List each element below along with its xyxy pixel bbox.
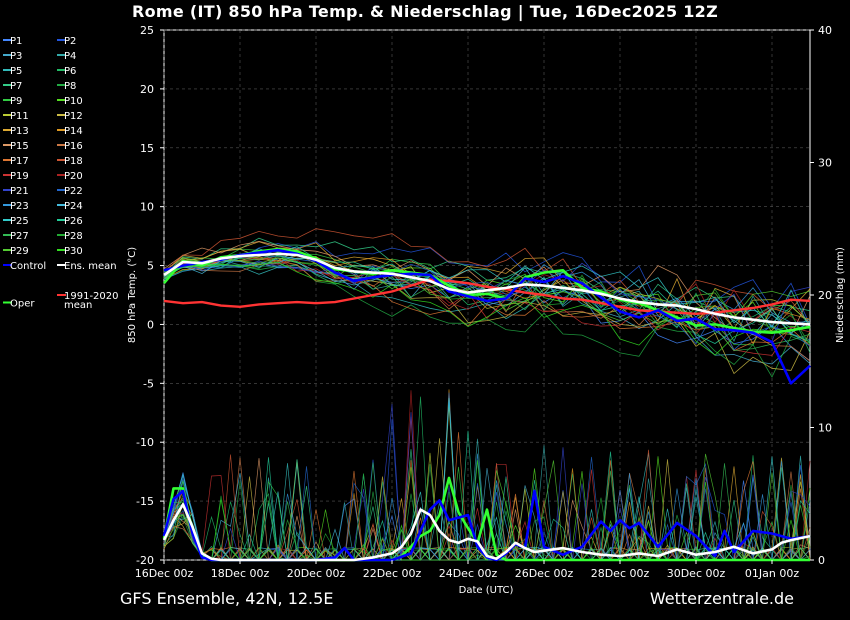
x-axis-label: Date (UTC) <box>459 585 514 596</box>
legend-label-22: P23 <box>10 201 29 212</box>
legend-label-23: P24 <box>64 201 83 212</box>
legend-label-2: P3 <box>10 51 22 62</box>
y2-tick-label-4: 0 <box>818 554 825 567</box>
legend-label-27: P28 <box>64 231 83 242</box>
legend-label-12: P13 <box>10 126 29 137</box>
legend-label-9: P10 <box>64 96 83 107</box>
legend-label-3: P4 <box>64 51 76 62</box>
footer-model-info: GFS Ensemble, 42N, 12.5E <box>120 589 334 608</box>
legend-label-32-b: mean <box>64 300 92 311</box>
legend-label-13: P14 <box>64 126 83 137</box>
legend-label-11: P12 <box>64 111 83 122</box>
legend-label-24: P25 <box>10 216 29 227</box>
legend-label-26: P27 <box>10 231 29 242</box>
series-line-ens-mean <box>163 252 811 326</box>
legend-label-32: 1991-2020 <box>64 291 119 302</box>
legend-label-19: P20 <box>64 171 83 182</box>
x-tick-label-8: 01Jan 00z <box>745 567 799 580</box>
x-tick-label-0: 16Dec 00z <box>135 567 194 580</box>
legend-label-10: P11 <box>10 111 29 122</box>
y-axis-label: 850 hPa Temp. (°C) <box>127 247 138 343</box>
x-tick-label-4: 24Dec 00z <box>439 567 498 580</box>
x-tick-label-2: 20Dec 00z <box>287 567 346 580</box>
legend-label-17: P18 <box>64 156 83 167</box>
member-temp-line-P30 <box>163 261 811 356</box>
legend-label-16: P17 <box>10 156 29 167</box>
member-temp-line-P22 <box>163 255 811 351</box>
x-tick-label-3: 22Dec 00z <box>363 567 422 580</box>
member-temp-line-P2 <box>163 241 811 326</box>
y-tick-label-3: 10 <box>140 201 154 214</box>
member-temp-line-P19 <box>163 256 811 356</box>
member-temp-line-P8 <box>163 264 811 378</box>
x-tick-label-1: 18Dec 00z <box>211 567 270 580</box>
x-tick-label-7: 30Dec 00z <box>667 567 726 580</box>
series-line-control <box>163 248 811 385</box>
y-tick-label-0: 25 <box>140 24 154 37</box>
legend-label-30: Control <box>10 261 46 272</box>
member-temp-line-P18 <box>163 228 811 325</box>
series-line-1991-2020-mean <box>163 278 811 315</box>
legend-label-28: P29 <box>10 246 29 257</box>
y-tick-label-5: 0 <box>147 318 154 331</box>
member-precip-line-P22 <box>163 392 810 561</box>
legend-label-20: P21 <box>10 186 29 197</box>
legend-label-31: Ens. mean <box>64 261 117 272</box>
y2-tick-label-0: 40 <box>818 24 832 37</box>
member-temp-line-P29 <box>163 257 811 325</box>
series-line-ens-mean-precipitation <box>162 503 811 562</box>
legend-label-18: P19 <box>10 171 29 182</box>
chart-title: Rome (IT) 850 hPa Temp. & Niederschlag |… <box>131 2 719 21</box>
legend-label-1: P2 <box>64 36 76 47</box>
y-tick-label-8: -15 <box>136 495 154 508</box>
y2-tick-label-2: 20 <box>818 289 832 302</box>
x-tick-label-6: 28Dec 00z <box>591 567 650 580</box>
y-tick-label-7: -10 <box>136 436 154 449</box>
series-lines <box>162 247 811 562</box>
x-tick-label-5: 26Dec 00z <box>515 567 574 580</box>
y-tick-label-6: -5 <box>143 377 154 390</box>
legend-label-0: P1 <box>10 36 22 47</box>
footer-site: Wetterzentrale.de <box>649 589 794 608</box>
y2-axis-ticks: 40 30 20 10 0 <box>810 24 832 567</box>
legend-label-33: Oper <box>10 299 35 310</box>
y2-tick-label-3: 10 <box>818 422 832 435</box>
member-precip-line-P25 <box>163 398 810 561</box>
legend-label-15: P16 <box>64 141 83 152</box>
y-tick-label-4: 5 <box>147 260 154 273</box>
y-tick-label-2: 15 <box>140 142 154 155</box>
y-tick-label-1: 20 <box>140 83 154 96</box>
x-axis-ticks: 16Dec 00z 18Dec 00z 20Dec 00z 22Dec 00z 24De… <box>135 560 799 580</box>
y-tick-label-9: -20 <box>136 554 154 567</box>
y-axis-ticks: 25 20 15 10 5 0 -5 -10 -15 -20 <box>136 24 164 567</box>
legend-label-5: P6 <box>64 66 76 77</box>
legend-label-6: P7 <box>10 81 22 92</box>
legend-label-29: P30 <box>64 246 83 257</box>
legend-label-14: P15 <box>10 141 29 152</box>
legend-label-21: P22 <box>64 186 83 197</box>
legend-label-4: P5 <box>10 66 22 77</box>
legend: P1 P2 P3 P4 P5 P6 P7 P8 P9 P10 P11 P12 P13 P14 P15 P16 P… <box>3 36 119 311</box>
legend-label-25: P26 <box>64 216 83 227</box>
y2-axis-label: Niederschlag (mm) <box>835 247 846 343</box>
legend-label-8: P9 <box>10 96 22 107</box>
member-precip-line-P30 <box>163 460 810 561</box>
legend-label-7: P8 <box>64 81 76 92</box>
y2-tick-label-1: 30 <box>818 157 832 170</box>
